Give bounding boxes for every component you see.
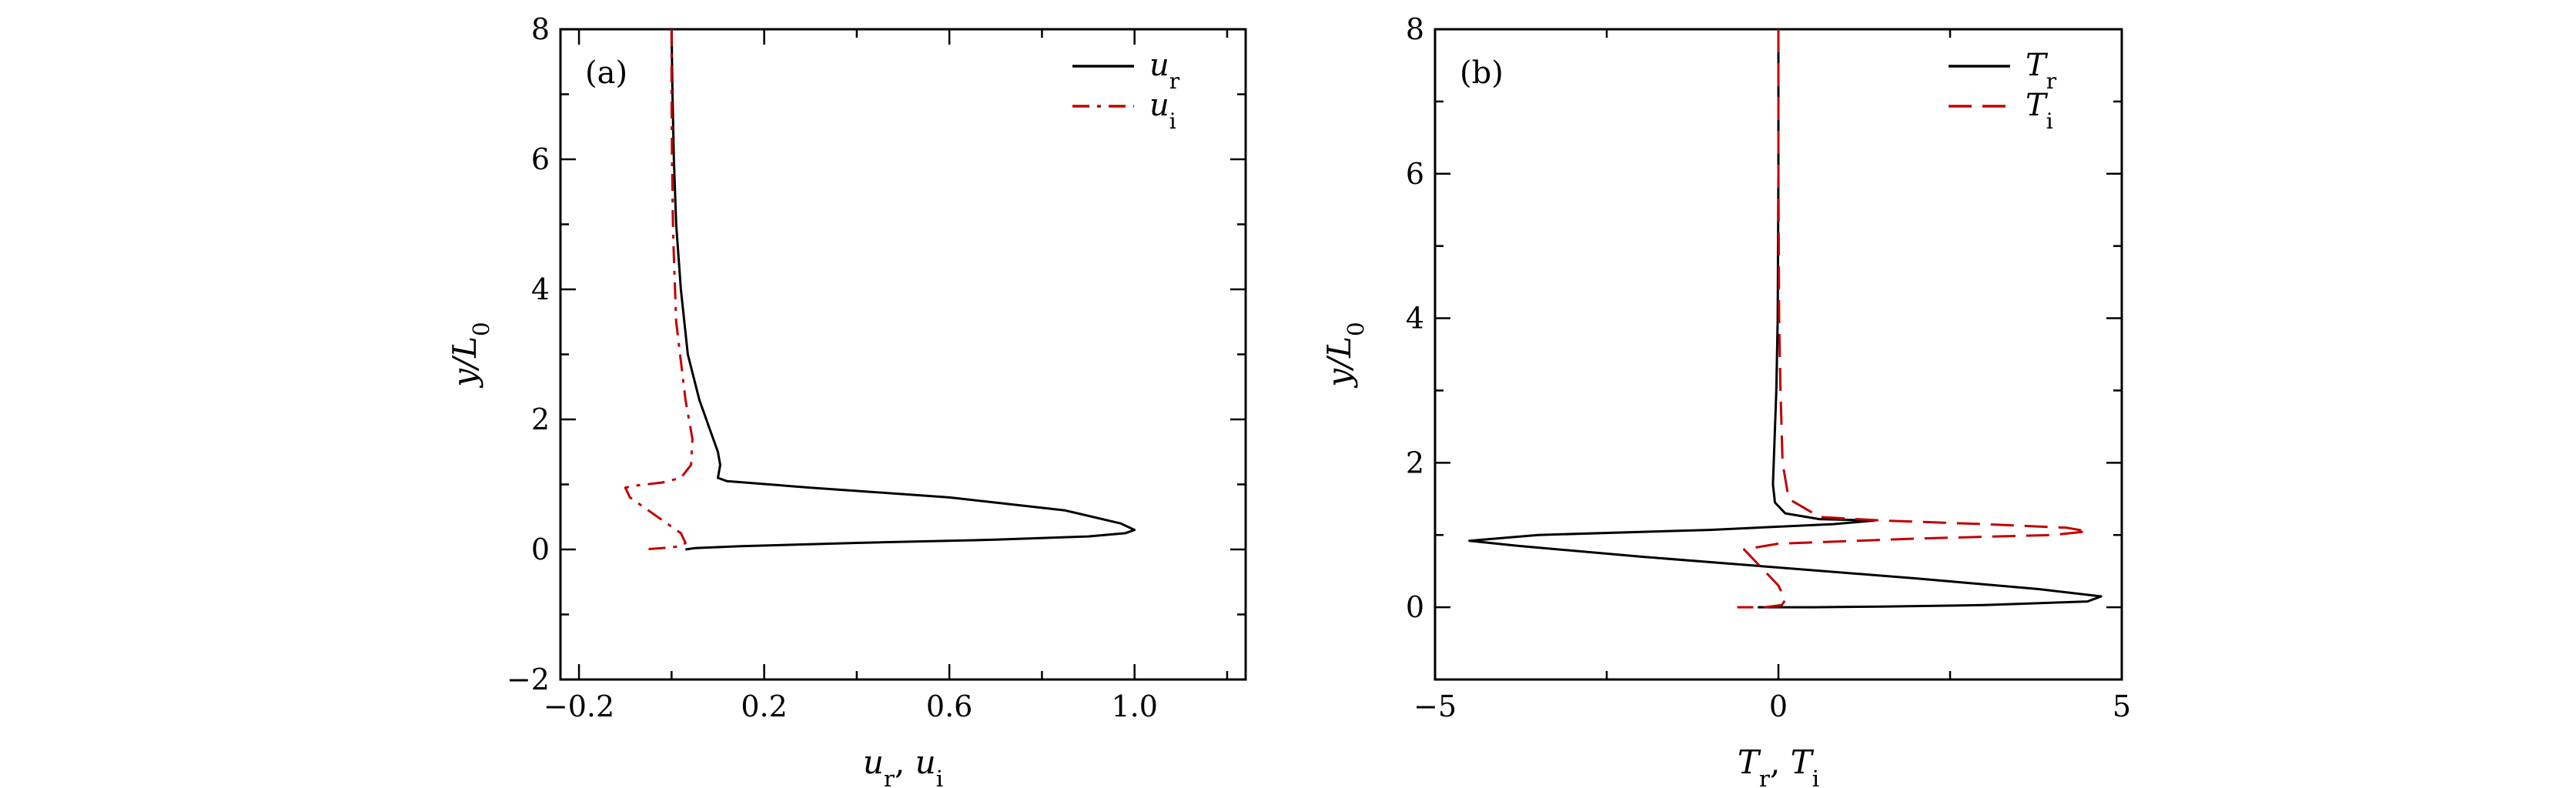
plot-frame <box>559 28 1247 681</box>
y-tick-label: 6 <box>1406 157 1424 191</box>
y-tick-label: 8 <box>531 12 550 46</box>
y-tick-label: 4 <box>1406 302 1424 336</box>
x-tick-label: 1.0 <box>1111 690 1157 723</box>
legend-label: Ti <box>2026 88 2053 134</box>
y-tick-label: 8 <box>1406 12 1424 46</box>
x-tick-label: −5 <box>1413 690 1457 723</box>
panel-label: (a) <box>585 55 627 91</box>
y-tick-label: 2 <box>1406 446 1424 479</box>
y-tick-label: 6 <box>531 142 550 176</box>
x-tick-label: −0.2 <box>544 690 614 723</box>
legend-label: ui <box>1149 88 1176 134</box>
y-axis-title: y/L0 <box>446 322 494 388</box>
series-line-u-r <box>670 29 1136 551</box>
x-tick-label: 0.6 <box>926 690 972 723</box>
y-tick-label: 0 <box>1406 590 1424 624</box>
legend-label: Tr <box>2026 48 2057 94</box>
y-tick-label: 0 <box>531 533 550 566</box>
y-tick-label: −2 <box>507 663 550 696</box>
x-tick-label: 5 <box>2113 690 2131 723</box>
series-line-u-i <box>624 29 694 551</box>
x-tick-label: 0.2 <box>741 690 787 723</box>
x-axis-title: ur, ui <box>863 743 943 788</box>
y-tick-label: 2 <box>531 402 550 436</box>
series-line-T-i <box>1737 29 2089 609</box>
panel-label: (b) <box>1460 55 1504 91</box>
legend-label: ur <box>1149 48 1180 94</box>
series-line-T-r <box>1468 29 2103 609</box>
x-axis-title: Tr, Ti <box>1738 743 1819 788</box>
y-tick-label: 4 <box>531 272 550 306</box>
x-tick-label: 0 <box>1769 690 1788 723</box>
y-axis-title: y/L0 <box>1320 322 1369 388</box>
